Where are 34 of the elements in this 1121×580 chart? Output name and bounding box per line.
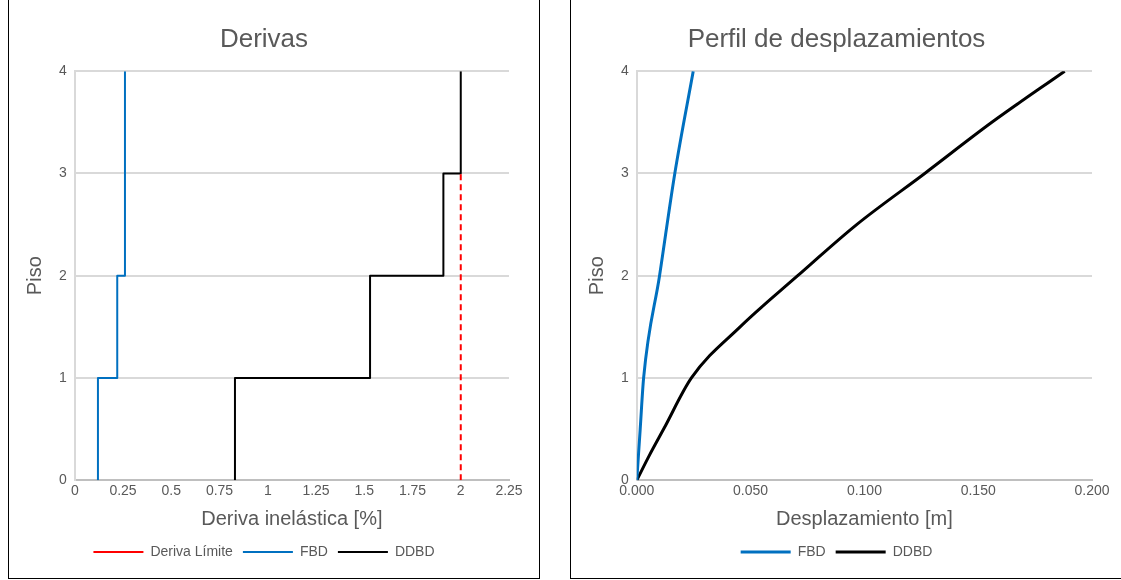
x-tick-label: 1.25 [302,482,330,499]
x-tick-label: 1 [263,482,272,499]
y-tick-label: 0 [58,471,67,488]
y-axis-title: Piso [584,256,607,296]
x-tick-label: 0.75 [205,482,234,499]
x-tick-label: 2.25 [495,482,523,499]
legend-label: FBD [299,542,328,559]
x-tick-label: 0.25 [109,482,137,499]
y-axis-title: Piso [22,256,45,296]
y-tick-label: 2 [620,266,629,283]
y-tick-label: 4 [58,62,67,79]
x-axis-title: Deriva inelástica [%] [201,506,383,529]
x-axis-title: Desplazamiento [m] [776,506,953,529]
chart-title: Perfil de desplazamientos [687,22,986,53]
x-tick-label: 1.5 [354,482,375,499]
x-tick-label: 0.100 [846,482,883,499]
y-tick-label: 2 [58,266,67,283]
y-tick-label: 1 [58,368,67,385]
x-tick-label: 2 [456,482,465,499]
x-tick-label: 0 [70,482,79,499]
y-tick-label: 1 [620,368,629,385]
legend-label: Deriva Límite [150,542,234,559]
x-tick-label: 0.050 [733,482,769,499]
x-tick-label: 0.5 [161,482,182,499]
y-tick-label: 3 [620,164,629,181]
legend-label: DDBD [394,542,435,559]
x-tick-label: 0.150 [960,482,996,499]
legend-label: FBD [797,542,826,559]
y-tick-label: 3 [58,164,67,181]
legend-label: DDBD [892,542,933,559]
chart-title: Derivas [219,22,309,53]
y-tick-label: 4 [620,62,629,79]
x-tick-label: 1.75 [398,482,427,499]
x-tick-label: 0.200 [1074,482,1110,499]
